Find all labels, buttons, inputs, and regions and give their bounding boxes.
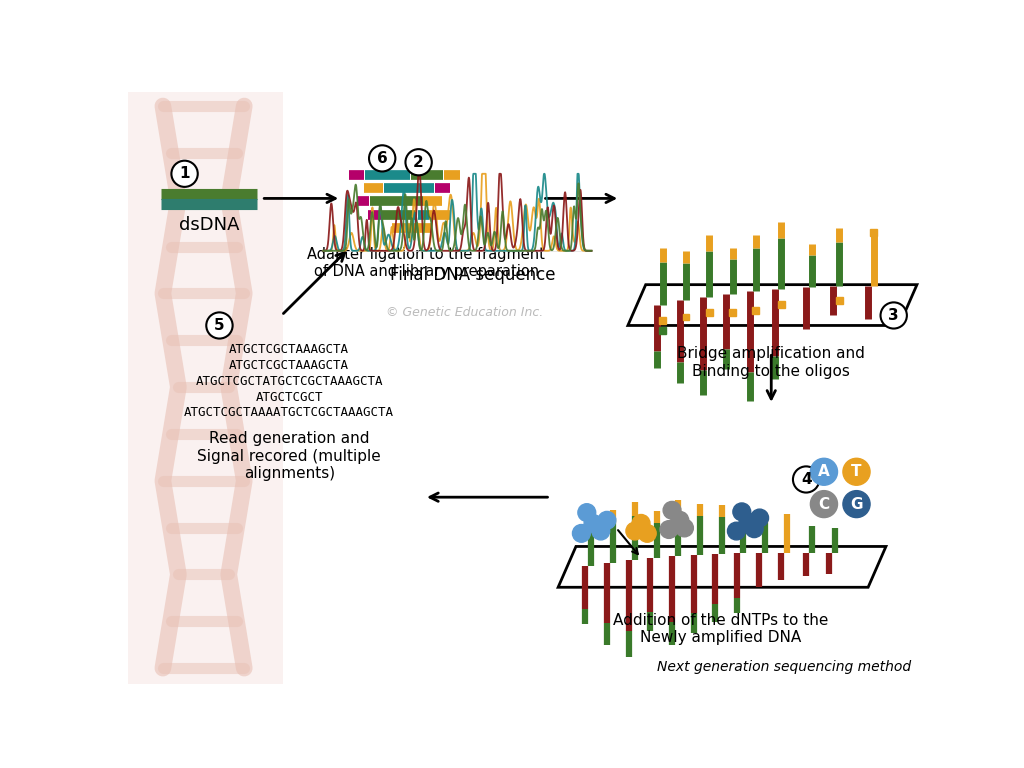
Text: dsDNA: dsDNA [179,217,240,234]
Bar [836,296,843,303]
Circle shape [592,522,609,540]
Bar [778,301,784,308]
Circle shape [751,509,769,527]
Text: 2: 2 [414,154,424,170]
Text: Read generation and
Signal recored (multiple
alignments): Read generation and Signal recored (mult… [198,432,381,481]
Text: ATGCTCGCTAAAGCTA: ATGCTCGCTAAAGCTA [229,343,349,356]
Text: 4: 4 [801,472,811,487]
Polygon shape [628,285,916,326]
Bar [659,327,667,334]
Text: ATGCTCGCT: ATGCTCGCT [255,391,323,403]
Text: C: C [818,497,829,511]
Text: T: T [851,465,862,479]
Polygon shape [558,547,886,588]
Circle shape [626,522,644,540]
Circle shape [881,303,907,329]
Text: ATGCTCGCTAAAGCTA: ATGCTCGCTAAAGCTA [229,359,349,372]
Circle shape [733,503,751,521]
Bar [706,309,713,316]
Circle shape [664,502,681,519]
Circle shape [632,515,650,532]
Text: Next generation sequencing method: Next generation sequencing method [656,660,910,674]
Text: G: G [850,497,863,511]
Bar [659,316,667,323]
Text: Adapter ligation to the fragment
of DNA and library preparation: Adapter ligation to the fragment of DNA … [307,247,546,280]
Text: ATGCTCGCTATGCTCGCTAAAGCTA: ATGCTCGCTATGCTCGCTAAAGCTA [196,375,383,388]
Bar [870,229,877,236]
Circle shape [739,513,757,531]
Circle shape [598,511,615,529]
Circle shape [369,145,395,171]
Circle shape [660,521,678,538]
Circle shape [810,491,838,518]
Circle shape [638,525,656,542]
Circle shape [793,466,819,492]
Bar [683,313,689,320]
Circle shape [406,149,432,175]
Circle shape [843,458,870,485]
Text: Final DNA sequence: Final DNA sequence [390,266,556,284]
Text: 1: 1 [179,167,189,181]
Circle shape [171,161,198,187]
Circle shape [745,520,763,538]
Circle shape [676,519,693,537]
Text: Addition of the dNTPs to the
Newly amplified DNA: Addition of the dNTPs to the Newly ampli… [613,613,828,645]
Text: ATGCTCGCTAAAATGCTCGCTAAAGCTA: ATGCTCGCTAAAATGCTCGCTAAAGCTA [184,406,394,419]
Text: Bridge amplification and
Binding to the oligos: Bridge amplification and Binding to the … [677,346,865,379]
Bar [729,309,736,316]
Circle shape [578,504,596,521]
Text: A: A [818,465,829,479]
Circle shape [206,313,232,339]
Bar [753,306,759,313]
Circle shape [671,511,689,529]
Circle shape [727,522,745,540]
Text: 5: 5 [214,318,224,333]
Circle shape [810,458,838,485]
Circle shape [572,525,590,542]
Polygon shape [128,92,283,684]
Circle shape [584,515,602,532]
Text: 6: 6 [377,151,387,166]
Text: © Genetic Education Inc.: © Genetic Education Inc. [386,306,544,319]
Circle shape [843,491,870,518]
Text: 3: 3 [889,308,899,323]
